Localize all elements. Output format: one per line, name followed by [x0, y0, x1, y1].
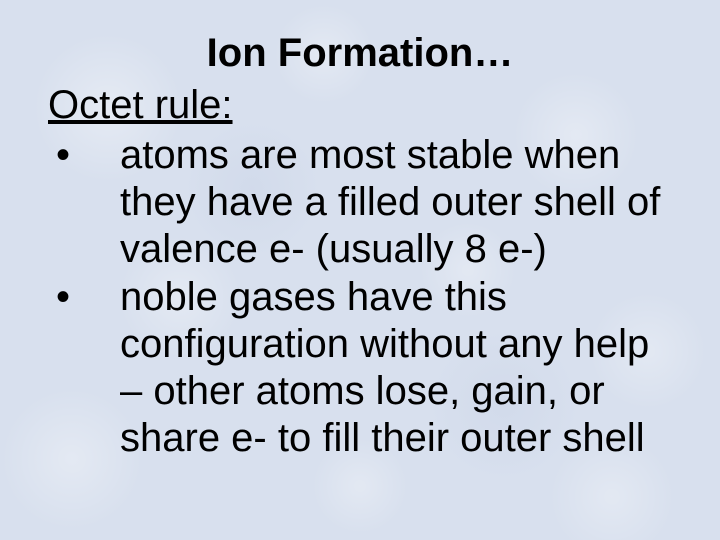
sub-bullet-list: – other atoms lose, gain, or share e- to…	[120, 368, 672, 462]
sub-bullet-item: – other atoms lose, gain, or share e- to…	[120, 368, 672, 462]
bullet-item: noble gases have this configuration with…	[48, 274, 672, 463]
bullet-item: atoms are most stable when they have a f…	[48, 132, 672, 274]
sub-bullet-text: other atoms lose, gain, or share e- to f…	[120, 369, 645, 460]
bullet-text: noble gases have this configuration with…	[120, 275, 649, 366]
slide: Ion Formation… Octet rule: atoms are mos…	[0, 0, 720, 540]
slide-title: Ion Formation…	[48, 30, 672, 76]
bullet-text: atoms are most stable when they have a f…	[120, 133, 660, 271]
bullet-list: atoms are most stable when they have a f…	[48, 132, 672, 462]
slide-subheading: Octet rule:	[48, 82, 672, 128]
sub-bullet-dash: –	[120, 369, 153, 413]
